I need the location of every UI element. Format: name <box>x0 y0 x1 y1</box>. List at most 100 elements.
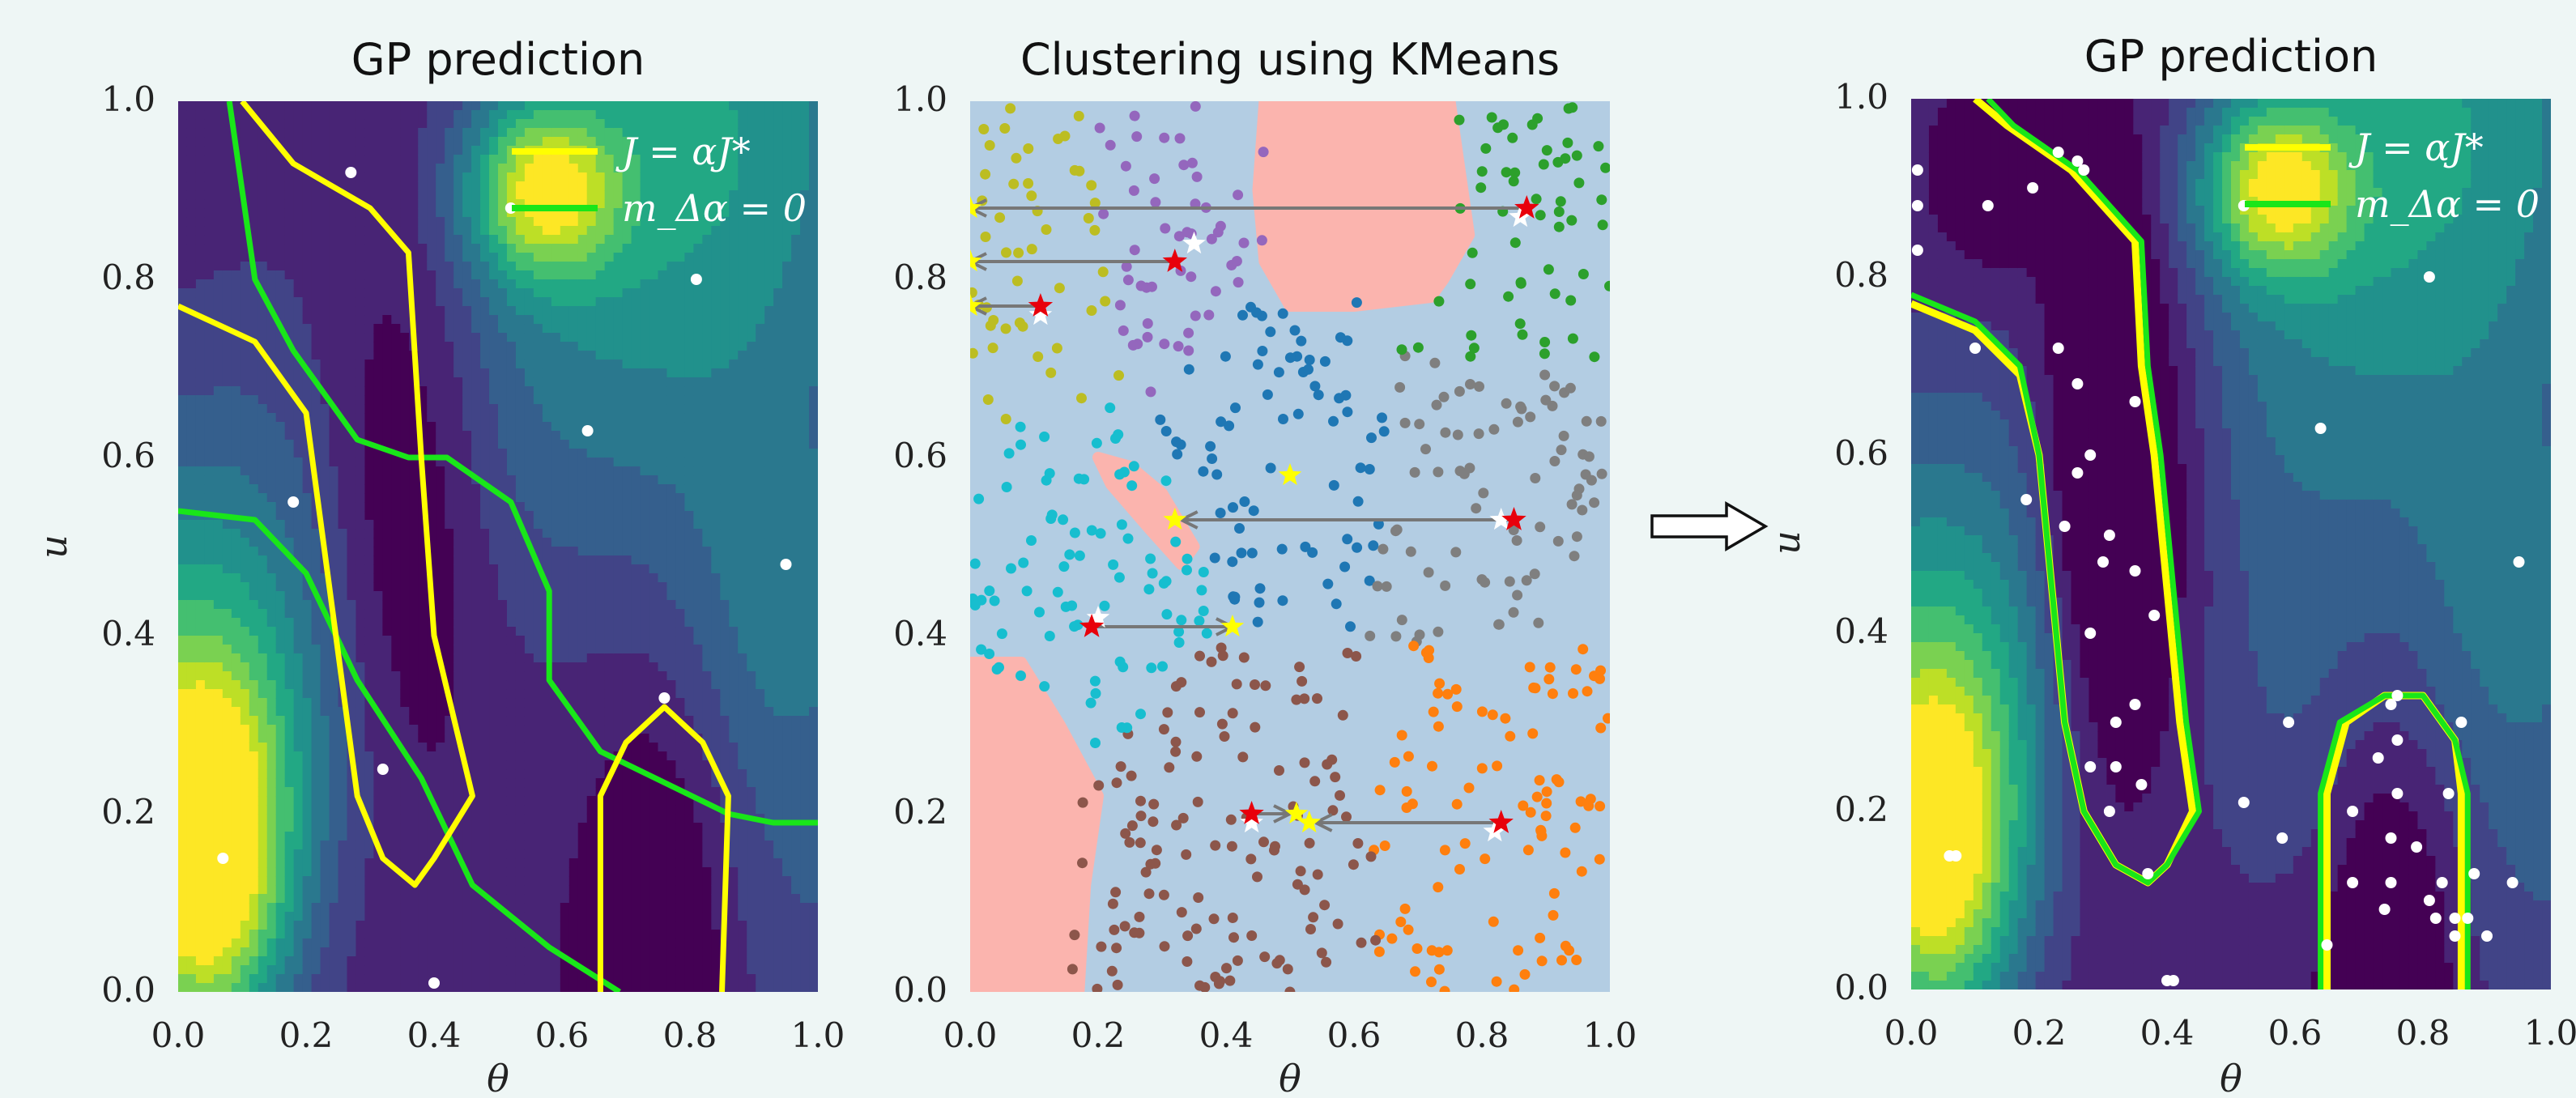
heatmap-cell <box>329 119 339 129</box>
heatmap-cell <box>258 903 268 913</box>
heatmap-cell <box>364 333 374 343</box>
heatmap-cell <box>577 689 588 699</box>
heatmap-cell <box>240 600 250 610</box>
heatmap-cell <box>515 743 526 752</box>
heatmap-cell <box>222 395 232 405</box>
heatmap-cell <box>418 564 428 574</box>
heatmap-cell <box>568 297 579 307</box>
heatmap-cell <box>489 609 499 619</box>
heatmap-cell <box>373 404 383 414</box>
heatmap-cell <box>338 627 348 636</box>
heatmap-cell <box>418 155 428 164</box>
heatmap-cell <box>595 262 606 271</box>
heatmap-cell <box>195 627 206 636</box>
heatmap-cell <box>275 814 286 824</box>
heatmap-cell <box>409 591 419 601</box>
heatmap-cell <box>506 778 517 788</box>
heatmap-cell <box>258 760 268 770</box>
heatmap-cell <box>524 573 534 583</box>
heatmap-cell <box>240 520 250 530</box>
heatmap-cell <box>418 787 428 797</box>
heatmap-cell <box>275 333 286 343</box>
heatmap-cell <box>515 377 526 387</box>
heatmap-cell <box>427 876 436 886</box>
heatmap-cell <box>302 796 313 806</box>
heatmap-cell <box>266 351 277 360</box>
heatmap-cell <box>568 351 579 360</box>
heatmap-cell <box>551 707 561 717</box>
heatmap-cell <box>480 609 490 619</box>
heatmap-cell <box>436 805 445 815</box>
heatmap-cell <box>568 698 579 708</box>
heatmap-cell <box>373 342 383 351</box>
heatmap-cell <box>347 618 357 628</box>
heatmap-cell <box>453 502 463 512</box>
heatmap-cell <box>186 956 197 966</box>
heatmap-cell <box>604 199 615 209</box>
heatmap-cell <box>577 422 588 432</box>
heatmap-cell <box>222 244 232 253</box>
heatmap-cell <box>604 876 615 886</box>
heatmap-cell <box>489 377 499 387</box>
heatmap-cell <box>613 217 624 227</box>
heatmap-cell <box>524 751 534 761</box>
heatmap-cell <box>480 814 490 824</box>
heatmap-cell <box>613 787 624 797</box>
heatmap-cell <box>560 734 570 743</box>
heatmap-cell <box>391 751 401 761</box>
heatmap-cell <box>515 199 526 209</box>
heatmap-cell <box>462 573 472 583</box>
heatmap-cell <box>480 734 490 743</box>
heatmap-cell <box>204 440 215 449</box>
heatmap-cell <box>480 974 490 984</box>
heatmap-cell <box>293 404 304 414</box>
heatmap-cell <box>338 823 348 832</box>
heatmap-cell <box>382 101 392 111</box>
heatmap-cell <box>613 226 624 236</box>
heatmap-cell <box>266 395 277 405</box>
heatmap-cell <box>471 155 481 164</box>
heatmap-cell <box>471 395 481 405</box>
heatmap-cell <box>320 974 330 984</box>
heatmap-cell <box>568 190 579 200</box>
heatmap-cell <box>506 511 517 521</box>
heatmap-cell <box>586 128 597 138</box>
heatmap-cell <box>400 894 410 904</box>
heatmap-cell <box>498 351 508 360</box>
heatmap-cell <box>462 449 472 458</box>
heatmap-cell <box>186 912 197 921</box>
heatmap-cell <box>568 119 579 129</box>
heatmap-cell <box>400 217 410 227</box>
heatmap-cell <box>462 440 472 449</box>
heatmap-cell <box>204 858 215 868</box>
heatmap-cell <box>533 849 543 859</box>
heatmap-cell <box>515 297 526 307</box>
heatmap-cell <box>347 796 357 806</box>
heatmap-cell <box>178 208 188 218</box>
heatmap-cell <box>551 734 561 743</box>
heatmap-cell <box>356 262 366 271</box>
heatmap-cell <box>453 226 463 236</box>
heatmap-cell <box>347 262 357 271</box>
heatmap-cell <box>302 502 313 512</box>
heatmap-cell <box>506 689 517 699</box>
heatmap-cell <box>231 475 241 485</box>
heatmap-cell <box>604 119 615 129</box>
heatmap-cell <box>204 226 215 236</box>
heatmap-cell <box>498 636 508 645</box>
heatmap-cell <box>373 297 383 307</box>
heatmap-cell <box>524 449 534 458</box>
heatmap-cell <box>506 484 517 494</box>
heatmap-cell <box>338 564 348 574</box>
heatmap-cell <box>222 609 232 619</box>
heatmap-cell <box>329 431 339 440</box>
heatmap-cell <box>186 876 197 886</box>
heatmap-cell <box>551 876 561 886</box>
heatmap-cell <box>373 128 383 138</box>
heatmap-cell <box>498 689 508 699</box>
heatmap-cell <box>551 181 561 191</box>
heatmap-cell <box>195 119 206 129</box>
heatmap-cell <box>258 547 268 556</box>
heatmap-cell <box>400 716 410 726</box>
heatmap-cell <box>266 404 277 414</box>
